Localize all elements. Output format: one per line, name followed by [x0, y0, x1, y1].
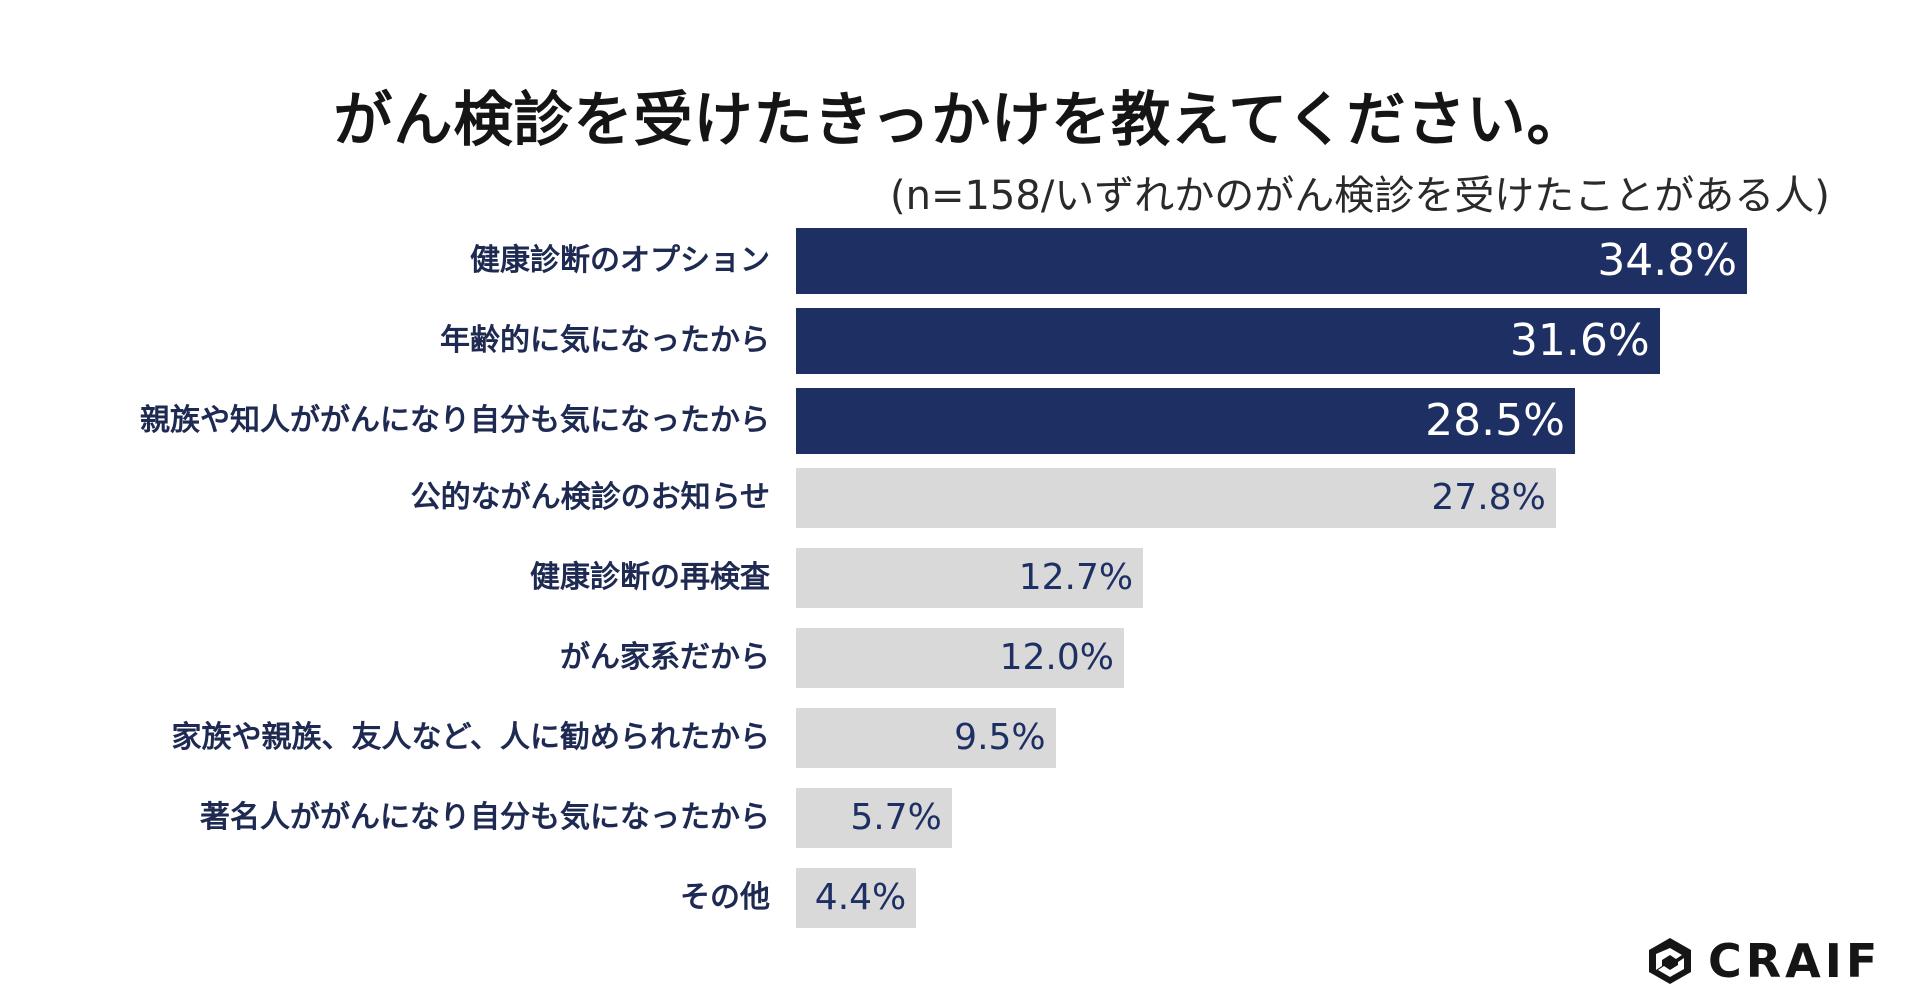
bar — [796, 868, 917, 928]
value-label: 12.0% — [999, 637, 1114, 678]
value-label: 28.5% — [1425, 395, 1565, 446]
craif-logo: CRAIF — [1646, 934, 1882, 988]
bar — [796, 708, 1056, 768]
craif-logo-icon — [1649, 938, 1691, 984]
category-label: 家族や親族、友人など、人に勧められたから — [171, 720, 771, 755]
value-label: 9.5% — [954, 717, 1046, 758]
value-label: 5.7% — [850, 797, 942, 838]
value-label: 34.8% — [1597, 235, 1738, 286]
bar — [796, 468, 1556, 528]
value-label: 12.7% — [1018, 557, 1134, 598]
category-label: 年齢的に気になったから — [440, 323, 770, 358]
chart-title: がん検診を受けたきっかけを教えてください。 — [333, 85, 1587, 154]
category-label: 親族や知人ががんになり自分も気になったから — [140, 403, 770, 438]
chart-subtitle: (n=158/いずれかのがん検診を受けたことがある人) — [890, 173, 1830, 219]
category-label: その他 — [680, 880, 770, 915]
bar — [796, 388, 1575, 454]
value-label: 4.4% — [814, 877, 907, 918]
bar — [796, 228, 1748, 294]
category-label: がん家系だから — [560, 640, 770, 675]
category-label: 公的ながん検診のお知らせ — [410, 480, 770, 515]
category-label: 著名人ががんになり自分も気になったから — [200, 800, 770, 835]
bar — [796, 628, 1124, 688]
value-label: 31.6% — [1509, 315, 1650, 366]
bar — [796, 308, 1660, 374]
category-label: 健康診断の再検査 — [530, 560, 770, 595]
category-label: 健康診断のオプション — [470, 243, 770, 278]
value-label: 27.8% — [1431, 477, 1546, 518]
bar — [796, 548, 1144, 608]
logo-text: CRAIF — [1708, 934, 1882, 988]
bar — [796, 788, 952, 848]
